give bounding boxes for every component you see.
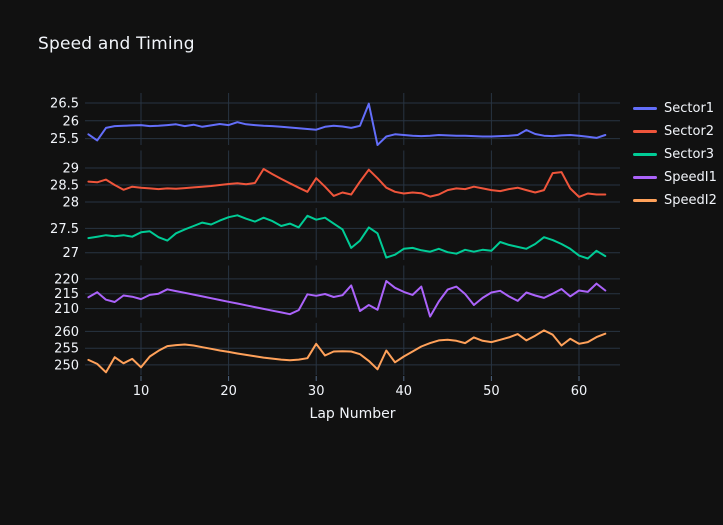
legend-item-sector3[interactable]: Sector3 — [633, 145, 717, 163]
legend-line-swatch-icon — [633, 175, 657, 179]
series-line-speedi1[interactable] — [87, 280, 607, 318]
y-tick-label: 255 — [54, 342, 79, 357]
legend-line-swatch-icon — [633, 106, 657, 110]
series-line-sector3[interactable] — [87, 214, 607, 260]
legend-item-sector1[interactable]: Sector1 — [633, 99, 717, 117]
subplot-sector1: 25.5 26 26.5 — [50, 93, 620, 147]
y-tick-label: 220 — [54, 272, 79, 287]
series-line-sector1[interactable] — [87, 102, 607, 146]
subplot-sector3: 27 27.5 — [50, 208, 620, 261]
y-grid — [85, 227, 620, 254]
y-tick-label: 27 — [62, 246, 79, 261]
legend-label: Sector3 — [664, 146, 715, 162]
legend-line-swatch-icon — [633, 129, 657, 133]
y-tick-label: 28 — [62, 196, 79, 211]
y-grid — [85, 278, 620, 310]
x-tick-label: 60 — [571, 384, 588, 399]
y-tick-label: 27.5 — [50, 222, 79, 237]
x-tick-label: 50 — [483, 384, 500, 399]
subplot-sector2: 28 28.5 29 — [50, 150, 620, 211]
x-tick-label: 20 — [220, 384, 237, 399]
y-grid — [85, 167, 620, 203]
series-line-speedi2[interactable] — [87, 329, 607, 374]
y-tick-label: 26 — [62, 114, 79, 129]
legend-label: Sector2 — [664, 123, 715, 139]
legend-item-sector2[interactable]: Sector2 — [633, 122, 717, 140]
y-grid — [85, 330, 620, 366]
x-axis-title: Lap Number — [309, 406, 396, 422]
x-tick-label: 40 — [396, 384, 413, 399]
x-grid — [140, 93, 580, 145]
x-axis: 10 20 30 40 50 60 — [133, 376, 588, 399]
y-tick-label: 260 — [54, 325, 79, 340]
legend: Sector1 Sector2 Sector3 SpeedI1 SpeedI2 — [633, 99, 717, 209]
legend-line-swatch-icon — [633, 198, 657, 202]
page-title: Speed and Timing — [38, 34, 195, 54]
y-tick-label: 250 — [54, 358, 79, 373]
y-tick-label: 210 — [54, 302, 79, 317]
legend-line-swatch-icon — [633, 152, 657, 156]
series-line-sector2[interactable] — [87, 168, 607, 198]
legend-label: SpeedI1 — [664, 169, 717, 185]
y-grid — [85, 102, 620, 140]
legend-item-speedi2[interactable]: SpeedI2 — [633, 191, 717, 209]
y-tick-label: 215 — [54, 287, 79, 302]
x-tick-label: 10 — [133, 384, 150, 399]
x-grid — [140, 150, 580, 203]
y-tick-label: 28.5 — [50, 179, 79, 194]
y-tick-label: 25.5 — [50, 132, 79, 147]
y-tick-label: 26.5 — [50, 97, 79, 112]
x-tick-label: 30 — [308, 384, 325, 399]
legend-label: Sector1 — [664, 100, 715, 116]
legend-item-speedi1[interactable]: SpeedI1 — [633, 168, 717, 186]
y-tick-label: 29 — [62, 162, 79, 177]
legend-label: SpeedI2 — [664, 192, 717, 208]
